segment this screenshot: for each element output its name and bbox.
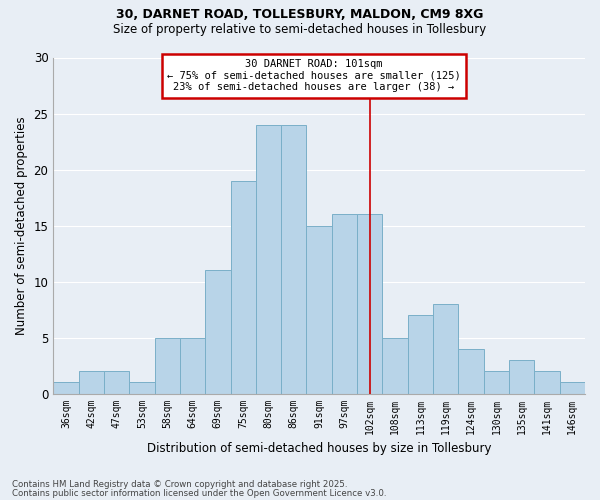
Text: 30 DARNET ROAD: 101sqm
← 75% of semi-detached houses are smaller (125)
23% of se: 30 DARNET ROAD: 101sqm ← 75% of semi-det… [167, 59, 461, 92]
Bar [129, 382, 155, 394]
Bar [79, 371, 104, 394]
Text: Contains public sector information licensed under the Open Government Licence v3: Contains public sector information licen… [12, 490, 386, 498]
X-axis label: Distribution of semi-detached houses by size in Tollesbury: Distribution of semi-detached houses by … [147, 442, 491, 455]
Bar [53, 382, 79, 394]
Bar [535, 371, 560, 394]
Bar [155, 338, 180, 394]
Y-axis label: Number of semi-detached properties: Number of semi-detached properties [15, 116, 28, 335]
Text: Size of property relative to semi-detached houses in Tollesbury: Size of property relative to semi-detach… [113, 22, 487, 36]
Bar [458, 348, 484, 394]
Bar [509, 360, 535, 394]
Bar [256, 124, 281, 394]
Text: Contains HM Land Registry data © Crown copyright and database right 2025.: Contains HM Land Registry data © Crown c… [12, 480, 347, 489]
Bar [281, 124, 307, 394]
Bar [382, 338, 408, 394]
Bar [104, 371, 129, 394]
Bar [180, 338, 205, 394]
Bar [433, 304, 458, 394]
Bar [205, 270, 230, 394]
Bar [357, 214, 382, 394]
Bar [332, 214, 357, 394]
Bar [230, 180, 256, 394]
Bar [560, 382, 585, 394]
Text: 30, DARNET ROAD, TOLLESBURY, MALDON, CM9 8XG: 30, DARNET ROAD, TOLLESBURY, MALDON, CM9… [116, 8, 484, 20]
Bar [307, 226, 332, 394]
Bar [408, 315, 433, 394]
Bar [484, 371, 509, 394]
